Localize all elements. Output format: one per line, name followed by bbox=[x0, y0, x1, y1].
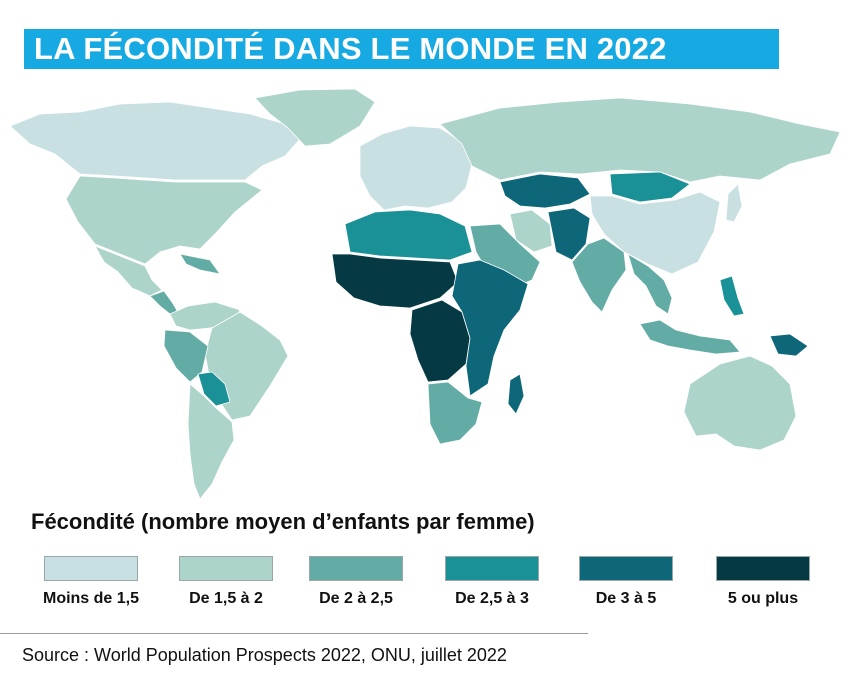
region-canada bbox=[9, 101, 301, 181]
region-north-africa bbox=[344, 209, 473, 261]
legend-label-2: De 1,5 à 2 bbox=[189, 590, 263, 607]
region-japan bbox=[725, 183, 743, 223]
region-indonesia bbox=[639, 319, 741, 355]
region-papua-new-guinea bbox=[769, 333, 809, 357]
legend-item-1: Moins de 1,5 bbox=[31, 556, 151, 608]
legend-swatch-2 bbox=[179, 556, 273, 581]
legend-item-2: De 1,5 à 2 bbox=[166, 556, 286, 608]
region-southeast-asia bbox=[627, 253, 673, 315]
legend-label-3: De 2 à 2,5 bbox=[319, 590, 393, 607]
legend-label-4: De 2,5 à 3 bbox=[455, 590, 529, 607]
legend-item-4: De 2,5 à 3 bbox=[432, 556, 552, 608]
legend-item-6: 5 ou plus bbox=[703, 556, 823, 608]
region-central-africa bbox=[409, 299, 471, 383]
legend-swatch-4 bbox=[445, 556, 539, 581]
region-southern-africa bbox=[427, 381, 483, 445]
legend-swatch-5 bbox=[579, 556, 673, 581]
legend-item-3: De 2 à 2,5 bbox=[296, 556, 416, 608]
legend-swatch-3 bbox=[309, 556, 403, 581]
region-australia bbox=[683, 355, 797, 451]
region-bolivia bbox=[197, 371, 231, 407]
region-central-asia bbox=[499, 173, 591, 209]
region-mongolia bbox=[609, 171, 691, 203]
region-philippines bbox=[719, 275, 745, 317]
source-divider bbox=[0, 633, 588, 634]
world-fertility-map bbox=[9, 88, 841, 500]
region-usa bbox=[65, 175, 263, 265]
source-note: Source : World Population Prospects 2022… bbox=[22, 645, 507, 665]
region-madagascar bbox=[507, 373, 525, 415]
region-east-africa bbox=[451, 259, 529, 397]
legend-label-1: Moins de 1,5 bbox=[42, 590, 140, 607]
region-china bbox=[589, 191, 721, 275]
region-sahel bbox=[331, 253, 459, 309]
region-peru bbox=[163, 329, 209, 383]
legend-label-6: 5 ou plus bbox=[727, 590, 799, 607]
legend-label-5: De 3 à 5 bbox=[595, 590, 657, 607]
region-greenland bbox=[254, 88, 376, 147]
region-afghanistan-pakistan bbox=[547, 207, 591, 261]
region-russia bbox=[439, 97, 841, 183]
map-title: LA FÉCONDITÉ DANS LE MONDE EN 2022 bbox=[24, 29, 779, 69]
legend-swatch-6 bbox=[716, 556, 810, 581]
region-mexico bbox=[94, 245, 163, 297]
region-argentina-chile bbox=[187, 383, 235, 500]
legend-title: Fécondité (nombre moyen d’enfants par fe… bbox=[31, 509, 535, 534]
legend-swatch-1 bbox=[44, 556, 138, 581]
legend-item-5: De 3 à 5 bbox=[566, 556, 686, 608]
region-europe bbox=[359, 125, 473, 211]
region-india bbox=[571, 237, 627, 313]
